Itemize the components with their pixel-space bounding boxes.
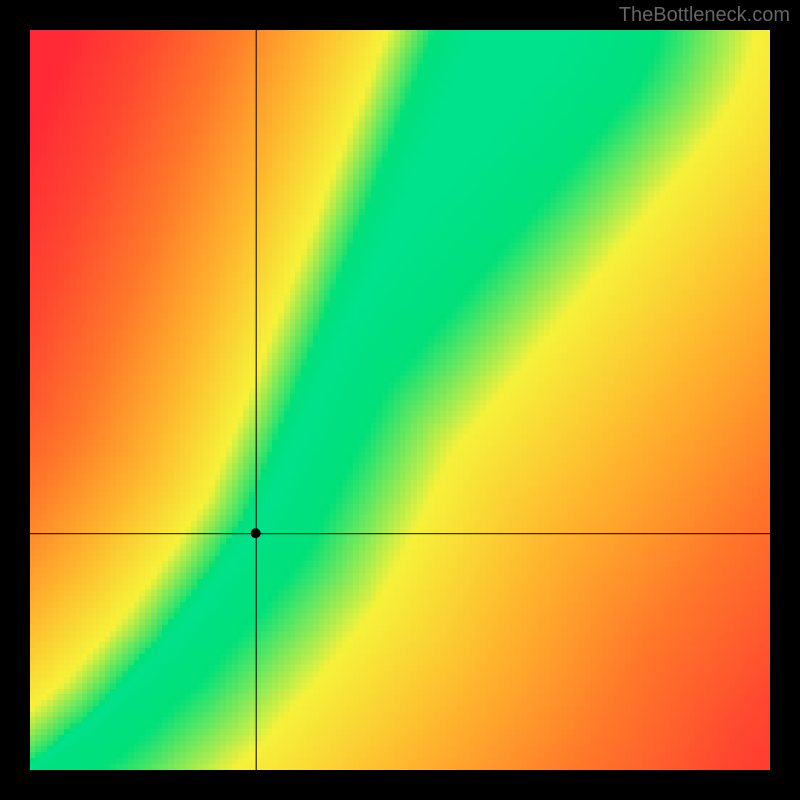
- chart-container: TheBottleneck.com: [0, 0, 800, 800]
- heatmap-plot: [0, 0, 800, 800]
- watermark-text: TheBottleneck.com: [619, 4, 790, 27]
